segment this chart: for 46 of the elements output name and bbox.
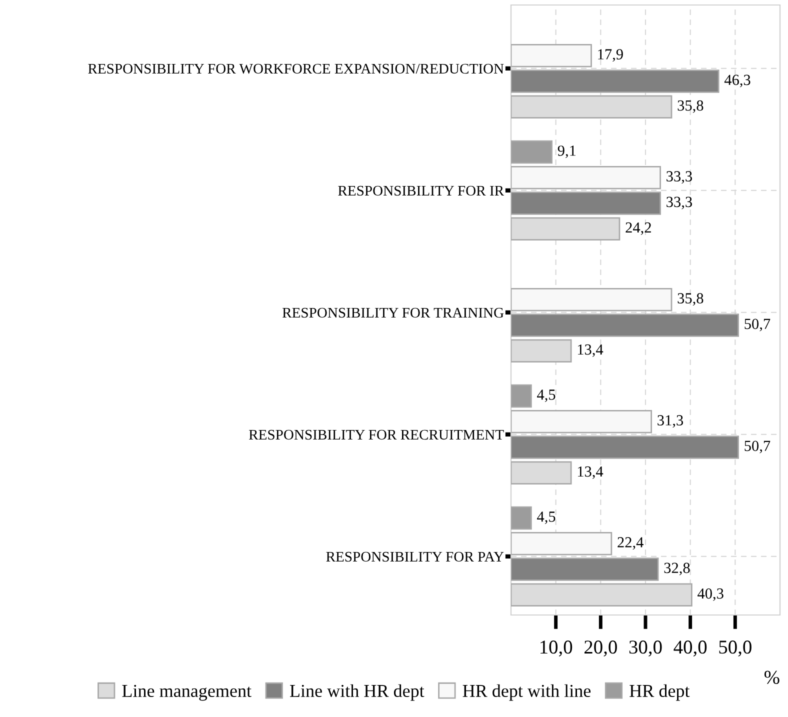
x-tick-label: 50,0 xyxy=(719,640,752,656)
data-label: 9,1 xyxy=(558,146,576,158)
y-tick-label: RESPONSIBILITY FOR WORKFORCE EXPANSION/REDUCTION xyxy=(88,64,504,74)
data-label: 4,5 xyxy=(537,390,556,402)
bar xyxy=(511,314,739,337)
data-label: 24,2 xyxy=(626,222,651,235)
bar xyxy=(511,410,652,434)
data-label: 46,3 xyxy=(724,74,750,88)
legend-label: Line with HR dept xyxy=(290,684,424,701)
data-label: 40,3 xyxy=(698,588,724,601)
y-tick-label: RESPONSIBILITY FOR RECRUITMENT xyxy=(248,430,504,440)
bar xyxy=(511,70,720,93)
legend-label: HR dept with line xyxy=(462,684,591,701)
y-tick-label: RESPONSIBILITY FOR PAY xyxy=(326,552,504,562)
data-label: 13,4 xyxy=(578,344,604,357)
data-label: 50,7 xyxy=(744,318,770,332)
bar xyxy=(511,532,612,556)
x-tick-label: 30,0 xyxy=(629,640,662,656)
data-label: 33,3 xyxy=(666,196,692,210)
bar xyxy=(511,192,661,215)
y-tick-label: RESPONSIBILITY FOR IR xyxy=(338,186,504,196)
data-label: 32,8 xyxy=(664,562,690,576)
bar xyxy=(511,384,532,408)
data-label: 13,4 xyxy=(578,466,604,479)
x-tick-label: 20,0 xyxy=(584,640,617,656)
data-label: 35,8 xyxy=(678,293,704,306)
x-tick-label: 40,0 xyxy=(674,640,707,656)
legend-label: Line management xyxy=(122,684,252,701)
bar xyxy=(511,436,739,459)
legend-label: HR dept xyxy=(630,684,690,701)
bar xyxy=(511,506,532,530)
bar xyxy=(511,140,552,164)
data-label: 33,3 xyxy=(666,171,692,184)
y-tick-label: RESPONSIBILITY FOR TRAINING xyxy=(282,308,504,318)
bar xyxy=(511,44,592,68)
data-label: 4,5 xyxy=(537,512,556,524)
bar xyxy=(511,558,659,581)
data-label: 35,8 xyxy=(678,100,704,113)
data-label: 17,9 xyxy=(598,49,623,62)
bar xyxy=(511,288,672,312)
data-label: 31,3 xyxy=(658,415,684,428)
data-label: 22,4 xyxy=(618,537,644,550)
data-label: 50,7 xyxy=(744,440,770,454)
x-tick-label: 10,0 xyxy=(540,640,572,656)
bar xyxy=(511,166,661,190)
x-axis-title: % xyxy=(764,670,780,684)
